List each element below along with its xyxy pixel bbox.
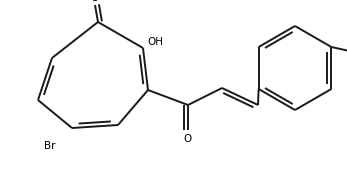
Text: Br: Br (44, 141, 56, 151)
Text: O: O (91, 0, 99, 3)
Text: O: O (184, 134, 192, 144)
Text: OH: OH (147, 37, 163, 47)
